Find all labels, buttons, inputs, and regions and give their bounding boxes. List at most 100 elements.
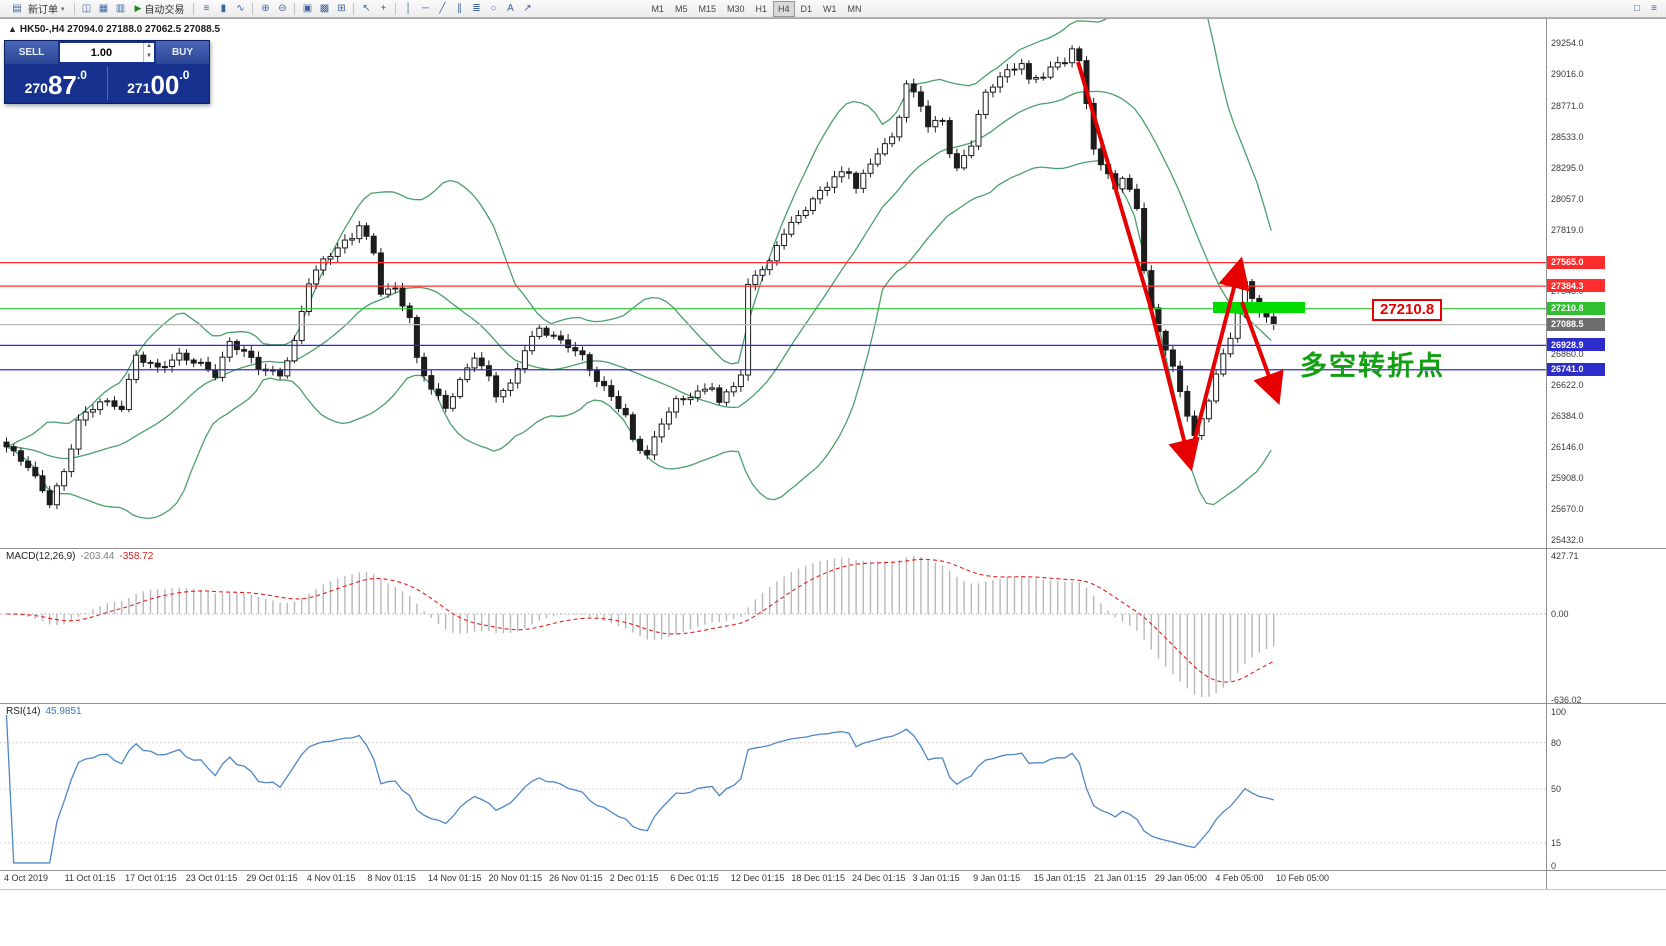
- fibonacci-icon[interactable]: ≣: [472, 3, 481, 14]
- timeframe-h1[interactable]: H1: [755, 3, 768, 14]
- candle: [629, 414, 636, 440]
- volume-down-icon[interactable]: ▼: [145, 52, 152, 59]
- auto-trading-button[interactable]: ▶ 自动交易: [130, 1, 190, 16]
- candle: [917, 91, 924, 107]
- window-icon[interactable]: □: [1633, 3, 1641, 14]
- date-label: 8 Nov 01:15: [367, 873, 416, 883]
- price-tag-27210.8[interactable]: 27210.8: [1547, 301, 1605, 315]
- volume-up-icon[interactable]: ▲: [145, 43, 152, 49]
- rsi-scale-label: 0: [1551, 861, 1557, 871]
- arrow-tools-icon[interactable]: ↗: [523, 3, 532, 14]
- trend-arrow-2[interactable]: [1190, 256, 1250, 451]
- zoom-in-icon[interactable]: ⊕: [261, 3, 270, 14]
- candle: [104, 400, 111, 403]
- candle: [154, 362, 161, 368]
- candle: [485, 365, 492, 377]
- candle: [968, 145, 975, 157]
- timeframe-mn[interactable]: MN: [847, 3, 862, 14]
- shapes-icon[interactable]: ○: [490, 3, 497, 14]
- price-scale-label: 28771.0: [1551, 100, 1584, 111]
- cursor-icon[interactable]: ↖: [362, 3, 371, 14]
- price-tag-26741.0[interactable]: 26741.0: [1547, 362, 1605, 376]
- timeframe-w1[interactable]: W1: [823, 3, 837, 14]
- candle: [1126, 177, 1133, 190]
- tile-windows-icon[interactable]: ▣: [302, 3, 313, 14]
- horizontal-line-icon[interactable]: ─: [421, 3, 429, 14]
- candle: [550, 334, 557, 337]
- candle: [781, 233, 788, 246]
- rsi-scale-label: 80: [1551, 737, 1562, 748]
- macd-panel: [0, 556, 1546, 698]
- timeframe-m15[interactable]: M15: [698, 3, 716, 14]
- candle: [867, 163, 874, 174]
- candle: [766, 260, 773, 271]
- profiles-icon[interactable]: ▦: [98, 3, 109, 14]
- trendline-icon[interactable]: ╱: [439, 3, 446, 14]
- candle: [421, 356, 428, 377]
- timeframe-m30[interactable]: M30: [726, 3, 745, 14]
- price-scale-label: 29254.0: [1551, 38, 1584, 48]
- highlight-box[interactable]: [1213, 302, 1305, 313]
- cascade-windows-icon[interactable]: ▩: [319, 3, 330, 14]
- one-click-toggle-icon[interactable]: ▲: [8, 24, 17, 34]
- sell-button[interactable]: SELL: [5, 41, 58, 64]
- new-order-button[interactable]: ▤ 新订单 ▾: [4, 1, 70, 16]
- date-label: 11 Oct 01:15: [64, 873, 116, 883]
- price-scale-label: 27819.0: [1551, 224, 1584, 235]
- toolbar-separator: [353, 2, 355, 15]
- channel-icon[interactable]: ∥: [456, 3, 462, 14]
- data-window-icon[interactable]: ▥: [115, 3, 126, 14]
- price-callout-27210[interactable]: 27210.8: [1372, 299, 1443, 321]
- candle: [651, 436, 658, 456]
- candle: [716, 387, 723, 403]
- candle: [838, 171, 845, 178]
- zoom-out-icon[interactable]: ⊖: [278, 3, 287, 14]
- volume-box: ▲ ▼: [60, 43, 154, 62]
- price-tag-27565.0[interactable]: 27565.0: [1547, 255, 1605, 269]
- trend-arrow-3[interactable]: [1240, 301, 1284, 406]
- candle: [327, 255, 334, 260]
- buy-button[interactable]: BUY: [156, 41, 209, 64]
- indicators-add-icon[interactable]: ⊞: [337, 3, 346, 14]
- date-label: 4 Feb 05:00: [1215, 873, 1264, 883]
- price-scale-label: 26146.0: [1551, 442, 1584, 453]
- candle: [658, 423, 665, 438]
- rsi-name: RSI(14): [6, 706, 41, 717]
- candle: [802, 209, 809, 217]
- timeframe-h4[interactable]: H4: [773, 0, 795, 17]
- candle: [298, 310, 305, 342]
- candle: [788, 221, 795, 235]
- candle: [536, 327, 543, 337]
- candle: [478, 357, 485, 367]
- price-scale-label: 25908.0: [1551, 473, 1584, 484]
- candlestick-chart-icon[interactable]: ▮: [220, 3, 227, 14]
- price-tag-27088.5[interactable]: 27088.5: [1547, 317, 1605, 331]
- turning-point-note[interactable]: 多空转折点: [1300, 351, 1445, 381]
- candle: [169, 359, 176, 368]
- sell-price[interactable]: 270 87.0: [5, 64, 107, 103]
- timeframe-m5[interactable]: M5: [674, 3, 688, 14]
- macd-scale-label: 0.00: [1551, 608, 1569, 619]
- candle: [1249, 281, 1256, 299]
- crosshair-icon[interactable]: +: [380, 3, 387, 14]
- timeframe-m1[interactable]: M1: [651, 3, 664, 14]
- price-tag-26928.9[interactable]: 26928.9: [1547, 338, 1605, 352]
- candle: [637, 438, 644, 451]
- buy-price[interactable]: 271 00.0: [108, 64, 210, 103]
- timeframe-d1[interactable]: D1: [800, 3, 813, 14]
- new-chart-icon[interactable]: ◫: [81, 3, 92, 14]
- candle: [111, 400, 118, 407]
- candle: [507, 382, 514, 391]
- volume-input[interactable]: [60, 43, 143, 62]
- bar-chart-icon[interactable]: ≡: [203, 3, 210, 14]
- menu-icon[interactable]: ≡: [1651, 3, 1657, 14]
- candle: [349, 238, 356, 241]
- line-chart-icon[interactable]: ∿: [236, 3, 245, 14]
- trend-arrow-1[interactable]: [1076, 61, 1200, 472]
- text-icon[interactable]: A: [507, 3, 514, 14]
- vertical-line-icon[interactable]: │: [405, 3, 412, 14]
- price-tag-27384.3[interactable]: 27384.3: [1547, 279, 1605, 293]
- candle: [1169, 349, 1176, 367]
- bollinger-lower: [3, 159, 1272, 520]
